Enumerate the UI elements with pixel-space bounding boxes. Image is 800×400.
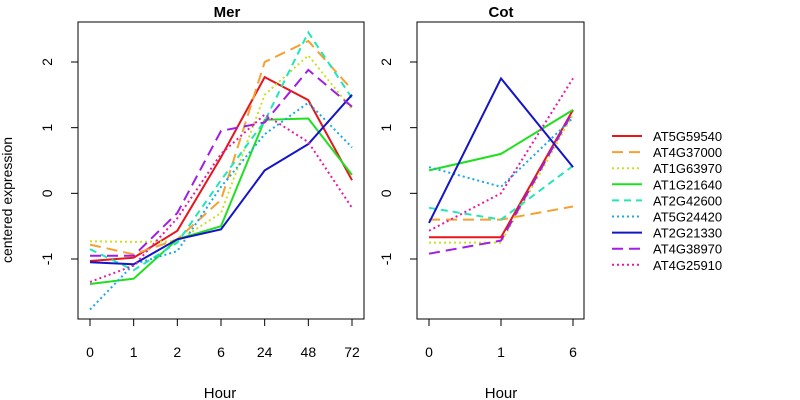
panel-title-mer: Mer bbox=[214, 4, 241, 21]
series-line-at5g24420 bbox=[89, 101, 353, 311]
series-line-at5g59540 bbox=[89, 75, 353, 262]
panel-cot: Cot -1 0 1 2 0 1 6 Hour bbox=[378, 4, 585, 400]
legend-label: AT4G25910 bbox=[653, 258, 722, 273]
plot-frame-cot bbox=[416, 21, 585, 320]
plot-frame-mer bbox=[77, 21, 365, 320]
series-line-at2g21330 bbox=[89, 94, 353, 266]
x-tick-label: 72 bbox=[344, 344, 360, 360]
series-line-at4g38970 bbox=[428, 110, 574, 255]
y-tick-label: 2 bbox=[39, 58, 55, 66]
x-tick-label: 6 bbox=[217, 344, 225, 360]
series-line-at4g37000 bbox=[429, 205, 574, 221]
y-tick-label: 2 bbox=[378, 58, 394, 66]
legend: AT5G59540AT4G37000AT1G63970AT1G21640AT2G… bbox=[612, 129, 722, 273]
y-tick-label: -1 bbox=[378, 253, 394, 266]
series-line-at4g25910 bbox=[428, 77, 574, 232]
x-tick-label: 6 bbox=[569, 344, 577, 360]
y-axis-label: centered expression bbox=[0, 137, 15, 263]
series-line-at2g42600 bbox=[89, 30, 353, 272]
legend-label: AT1G63970 bbox=[653, 161, 722, 176]
series-line-at5g59540 bbox=[429, 109, 574, 239]
panel-title-cot: Cot bbox=[489, 4, 514, 21]
x-tick-label: 24 bbox=[257, 344, 273, 360]
y-tick-label: 1 bbox=[39, 124, 55, 132]
series-line-at1g63970 bbox=[429, 114, 574, 244]
y-axis-mer: -1 0 1 2 bbox=[39, 58, 79, 266]
x-axis-cot: 0 1 6 bbox=[425, 318, 577, 360]
y-tick-label: 0 bbox=[378, 189, 394, 197]
series-line-at2g21330 bbox=[428, 76, 574, 224]
y-tick-label: 0 bbox=[39, 189, 55, 197]
series-line-at4g38970 bbox=[90, 68, 353, 257]
x-tick-label: 0 bbox=[425, 344, 433, 360]
series-line-at4g25910 bbox=[89, 113, 353, 283]
x-axis-mer: 0 1 2 6 24 48 72 bbox=[86, 318, 360, 360]
y-axis-cot: -1 0 1 2 bbox=[378, 58, 418, 266]
series-line-at5g24420 bbox=[428, 117, 574, 188]
series-line-at2g42600 bbox=[428, 164, 574, 221]
series-line-at1g63970 bbox=[89, 53, 353, 243]
legend-label: AT5G59540 bbox=[653, 129, 722, 144]
series-line-at1g21640 bbox=[428, 109, 574, 172]
x-axis-label-mer: Hour bbox=[204, 385, 237, 400]
x-tick-label: 2 bbox=[173, 344, 181, 360]
y-tick-label: 1 bbox=[378, 124, 394, 132]
x-tick-label: 1 bbox=[130, 344, 138, 360]
series-group-cot bbox=[428, 76, 574, 255]
x-axis-label-cot: Hour bbox=[485, 385, 518, 400]
legend-label: AT2G42600 bbox=[653, 193, 722, 208]
series-line-at1g21640 bbox=[89, 117, 353, 285]
legend-label: AT1G21640 bbox=[653, 177, 722, 192]
x-tick-label: 48 bbox=[301, 344, 317, 360]
y-tick-label: -1 bbox=[39, 253, 55, 266]
legend-label: AT2G21330 bbox=[653, 226, 722, 241]
panel-mer: Mer -1 0 1 2 0 1 2 6 24 48 72 Hour centered expre… bbox=[0, 4, 365, 400]
legend-label: AT4G38970 bbox=[653, 242, 722, 257]
legend-label: AT4G37000 bbox=[653, 145, 722, 160]
x-tick-label: 1 bbox=[497, 344, 505, 360]
x-tick-label: 0 bbox=[86, 344, 94, 360]
series-group-mer bbox=[89, 30, 353, 311]
legend-label: AT5G24420 bbox=[653, 210, 722, 225]
